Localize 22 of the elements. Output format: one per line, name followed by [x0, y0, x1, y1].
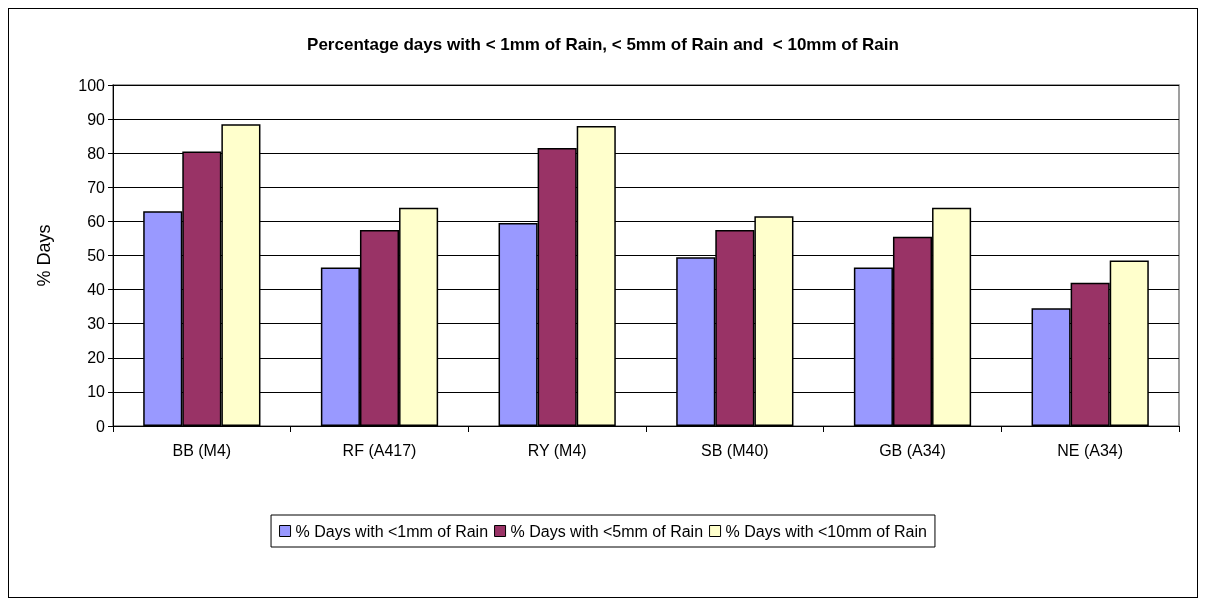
y-tick-label: 80 [87, 144, 106, 162]
y-tick-label: 30 [87, 315, 106, 333]
y-tick-label: 90 [87, 110, 106, 128]
y-tick-label: 50 [87, 247, 106, 264]
y-tick-label: 70 [87, 178, 106, 196]
x-tick-label: NE (A34) [1057, 441, 1124, 459]
y-axis-title: % Days [34, 224, 54, 287]
y-tick-label: 10 [87, 383, 106, 401]
legend-label: % Days with <10mm of Rain [725, 522, 927, 540]
legend-label: % Days with <5mm of Rain [510, 522, 704, 540]
y-tick-label: 60 [87, 212, 106, 230]
y-tick-label: 40 [87, 281, 106, 299]
chart-title: Percentage days with < 1mm of Rain, < 5mm of Rain and < 10mm of Rain [307, 35, 899, 54]
x-tick-label: GB (A34) [879, 441, 946, 459]
x-tick-label: BB (M4) [172, 441, 232, 459]
y-tick-label: 100 [78, 76, 106, 94]
legend-label: % Days with <1mm of Rain [295, 522, 489, 540]
y-tick-label: 20 [87, 349, 106, 367]
y-tick-label: 0 [96, 417, 106, 435]
x-tick-label: SB (M40) [701, 441, 769, 459]
x-tick-label: RF (A417) [342, 441, 417, 459]
x-tick-label: RY (M4) [527, 441, 587, 459]
